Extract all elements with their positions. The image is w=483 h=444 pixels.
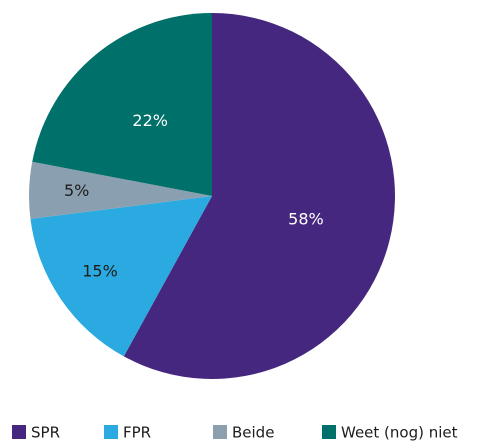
legend-label: FPR	[123, 424, 151, 442]
legend-swatch	[12, 425, 26, 439]
slice-label: 58%	[288, 210, 324, 229]
slice-label: 5%	[64, 181, 89, 200]
legend-swatch	[104, 425, 118, 439]
legend-swatch	[322, 425, 336, 439]
pie-slice	[30, 196, 213, 357]
pie-slice	[28, 161, 212, 219]
pie-slice	[123, 13, 396, 379]
legend-label: Beide	[232, 424, 274, 442]
slice-label: 15%	[82, 262, 118, 281]
slice-label: 22%	[132, 111, 168, 130]
legend-label: SPR	[31, 424, 60, 442]
legend-label: Weet (nog) niet	[341, 424, 458, 442]
pie-slice	[32, 13, 213, 196]
legend-swatch	[213, 425, 227, 439]
